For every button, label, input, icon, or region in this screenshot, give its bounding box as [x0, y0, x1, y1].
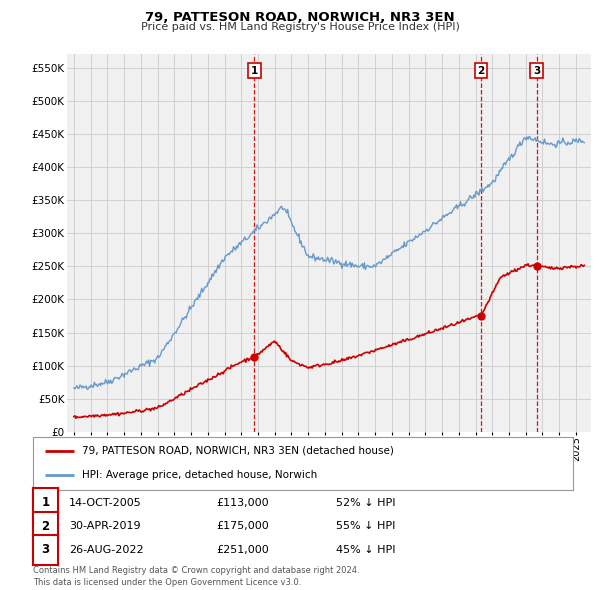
Text: Price paid vs. HM Land Registry's House Price Index (HPI): Price paid vs. HM Land Registry's House … [140, 22, 460, 32]
Text: £113,000: £113,000 [216, 498, 269, 507]
Text: 55% ↓ HPI: 55% ↓ HPI [336, 522, 395, 531]
Text: 14-OCT-2005: 14-OCT-2005 [69, 498, 142, 507]
Text: 1: 1 [41, 496, 50, 509]
Text: 1: 1 [251, 66, 258, 76]
Text: 2: 2 [41, 520, 50, 533]
Text: £251,000: £251,000 [216, 545, 269, 555]
Text: 79, PATTESON ROAD, NORWICH, NR3 3EN: 79, PATTESON ROAD, NORWICH, NR3 3EN [145, 11, 455, 24]
Text: 30-APR-2019: 30-APR-2019 [69, 522, 140, 531]
Text: 79, PATTESON ROAD, NORWICH, NR3 3EN (detached house): 79, PATTESON ROAD, NORWICH, NR3 3EN (det… [82, 446, 394, 456]
Text: Contains HM Land Registry data © Crown copyright and database right 2024.
This d: Contains HM Land Registry data © Crown c… [33, 566, 359, 587]
Text: HPI: Average price, detached house, Norwich: HPI: Average price, detached house, Norw… [82, 470, 317, 480]
Text: 3: 3 [533, 66, 540, 76]
Text: 45% ↓ HPI: 45% ↓ HPI [336, 545, 395, 555]
Text: £175,000: £175,000 [216, 522, 269, 531]
Text: 52% ↓ HPI: 52% ↓ HPI [336, 498, 395, 507]
Text: 3: 3 [41, 543, 50, 556]
Text: 26-AUG-2022: 26-AUG-2022 [69, 545, 143, 555]
Text: 2: 2 [478, 66, 485, 76]
